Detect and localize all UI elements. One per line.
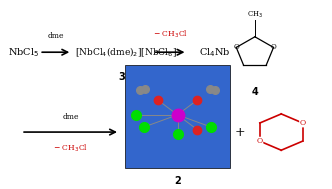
- Text: O: O: [257, 137, 263, 145]
- Text: +: +: [235, 125, 245, 139]
- Text: [NbCl$_4$(dme)$_2$][NbCl$_6$]: [NbCl$_4$(dme)$_2$][NbCl$_6$]: [75, 46, 177, 59]
- Bar: [125, 65, 230, 168]
- Text: dme: dme: [47, 32, 64, 40]
- Text: dme: dme: [62, 113, 79, 121]
- Text: O: O: [233, 43, 239, 51]
- Text: O: O: [271, 43, 277, 51]
- Text: $\mathbf{3}$: $\mathbf{3}$: [118, 70, 125, 82]
- Text: O: O: [299, 119, 306, 127]
- Text: $-$ CH$_3$Cl: $-$ CH$_3$Cl: [53, 143, 88, 154]
- Text: CH$_3$: CH$_3$: [247, 10, 263, 20]
- Text: Cl$_4$Nb: Cl$_4$Nb: [199, 46, 230, 59]
- Text: NbCl$_5$: NbCl$_5$: [8, 46, 39, 59]
- Text: $\mathbf{2}$: $\mathbf{2}$: [174, 174, 182, 186]
- Text: $\mathbf{4}$: $\mathbf{4}$: [251, 85, 259, 97]
- Text: $-$ CH$_3$Cl: $-$ CH$_3$Cl: [153, 28, 188, 40]
